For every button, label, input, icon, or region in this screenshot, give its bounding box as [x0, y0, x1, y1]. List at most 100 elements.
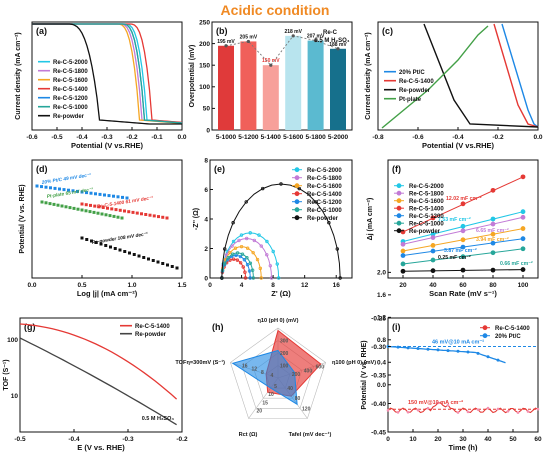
stability-point: [476, 351, 480, 355]
cdl-value-label: 3.94 mF cm⁻²: [476, 237, 509, 243]
tafel-point: [60, 204, 64, 208]
panel-f-x-tick: 100: [518, 282, 529, 289]
stability-point: [406, 410, 410, 414]
nyquist-point: [244, 236, 249, 241]
tafel-point: [151, 259, 155, 262]
tafel-point: [72, 206, 76, 210]
stability-point: [486, 355, 490, 359]
panel-e-legend-text: Re-C-5-1600: [307, 184, 342, 190]
radar-tick-label: 20: [256, 408, 262, 414]
bar-5-1000: [218, 45, 234, 131]
bar-value-label: 188 mV: [329, 42, 347, 48]
stability-point: [426, 347, 430, 351]
tafel-point: [97, 205, 101, 209]
bar-trend-point: [224, 44, 228, 48]
nyquist-point: [245, 256, 249, 260]
tafel-point: [84, 203, 88, 207]
tafel-point: [157, 215, 160, 219]
tafel-point: [68, 206, 72, 210]
panel-i-y-tick: -0.30: [371, 344, 386, 351]
nyquist-point: [259, 244, 263, 248]
panel-i-legend-text: 20% Pt/C: [495, 334, 521, 340]
tafel-point: [116, 195, 120, 199]
cdl-point: [460, 254, 466, 260]
bar-value-label: 218 mV: [284, 29, 302, 35]
tafel-point: [88, 210, 92, 214]
tafel-point: [107, 194, 111, 198]
cdl-value-label: 0.66 mF cm⁻²: [500, 261, 533, 267]
tafel-point: [104, 213, 108, 217]
nyquist-point: [223, 247, 227, 251]
tof-curve-re-powder: [19, 337, 177, 426]
tafel-point: [165, 216, 169, 220]
bar-trend-point: [314, 38, 318, 43]
panel-e-legend-text: Re-C-5-1200: [307, 200, 342, 206]
tafel-point: [109, 245, 112, 249]
radar-grid: [230, 327, 326, 419]
stability-point: [496, 407, 500, 411]
nyquist-point: [279, 182, 283, 186]
nyquist-point: [248, 261, 253, 265]
tafel-point: [90, 239, 93, 243]
panel-d-x-tick: 0.0: [27, 282, 36, 289]
stability-point: [476, 408, 480, 411]
tafel-point: [100, 212, 104, 216]
bar-category-label: 5-1800: [305, 134, 326, 141]
curve-re-powder: [423, 23, 539, 128]
radar-area-blue: [231, 349, 298, 406]
tafel-point: [175, 266, 179, 270]
panel-i-y-tick: -0.45: [371, 429, 386, 436]
stability-point: [406, 346, 410, 350]
nyquist-point: [248, 231, 252, 235]
panel-d-ylabel: Potential (V vs. RHE): [19, 184, 26, 253]
nyquist-point: [268, 264, 273, 268]
panel-g-x-tick: -0.5: [14, 436, 26, 443]
nyquist-point: [265, 239, 269, 244]
panel-i-y-tick: -0.35: [371, 372, 386, 379]
panel-b-annotation: 0.5 M H₂SO₄: [314, 38, 349, 44]
panel-b-frame: [211, 21, 353, 131]
cdl-point: [490, 240, 496, 246]
panel-b-y-tick: 250: [199, 19, 210, 26]
cdl-point: [430, 235, 436, 240]
cdl-value-label: 6.65 mF cm⁻²: [476, 228, 509, 234]
tafel-point: [89, 191, 93, 195]
nyquist-point: [235, 258, 240, 262]
panel-g-ylabel: TOF (S⁻¹): [3, 359, 10, 390]
panel-e-legend-text: Re-C-5-1000: [307, 208, 342, 214]
panel-e-x-tick: 4: [240, 282, 244, 289]
tafel-point: [132, 253, 136, 256]
radar-tick-label: 15: [262, 400, 268, 406]
tafel-point: [56, 203, 60, 207]
panel-i-annotation: 46 mV@10 mA cm⁻²: [432, 339, 484, 346]
tafel-point: [114, 208, 118, 212]
cdl-point: [430, 243, 436, 248]
cdl-value-label: 0.25 mF cm⁻²: [438, 255, 471, 261]
tafel-point: [40, 185, 43, 189]
bar-trend-point: [336, 47, 340, 51]
radar-tick-label: 100: [280, 364, 289, 370]
panel-b-tag: (b): [216, 26, 228, 36]
panel-f-y-tick: 1.6: [377, 292, 386, 299]
panel-e-y-tick: 4: [204, 216, 208, 223]
panel-a-legend-text: Re-C-5-1600: [53, 78, 88, 84]
bar-5-2000: [330, 48, 346, 131]
radar-axis-label: Tafel (mV dec⁻¹): [289, 431, 332, 438]
bar-value-label: 205 mV: [240, 34, 258, 40]
cdl-value-label: 7.53 mF cm⁻²: [438, 217, 471, 223]
panel-g-frame: [19, 317, 183, 433]
tafel-point: [131, 210, 135, 214]
cdl-point: [520, 174, 526, 180]
tafel-point: [98, 192, 102, 196]
stability-point: [386, 409, 390, 412]
tafel-point: [125, 196, 129, 200]
cdl-point: [400, 268, 406, 274]
panel-c-x-tick: -0.8: [372, 134, 384, 141]
tafel-point: [118, 248, 122, 252]
nyquist-point: [241, 265, 245, 269]
panel-f-x-tick: 20: [399, 282, 407, 289]
tafel-point: [106, 206, 109, 210]
tafel-point: [118, 208, 122, 212]
tafel-point: [93, 204, 97, 208]
stability-curve-pt-c: [387, 345, 506, 364]
